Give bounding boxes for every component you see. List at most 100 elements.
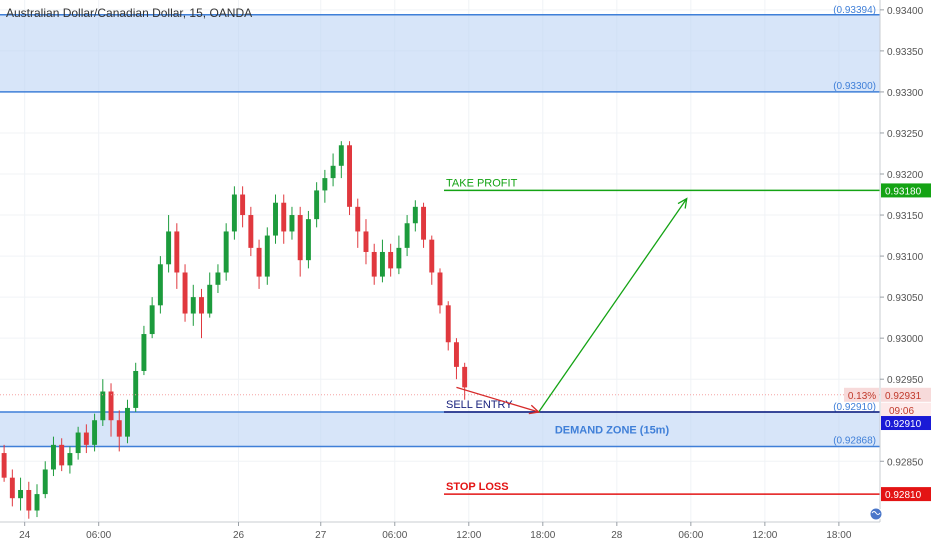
time-tick-label: 06:00 [86, 530, 111, 541]
candle-body[interactable] [26, 489, 32, 511]
candle-body[interactable] [453, 342, 459, 367]
candle-body[interactable] [141, 334, 147, 371]
time-tick-label: 18:00 [530, 530, 555, 541]
stop-loss-price-badge[interactable] [881, 487, 931, 502]
supply-zone-fill [0, 14, 880, 92]
price-tick-label: 0.93200 [887, 170, 924, 181]
stop-loss-label: STOP LOSS [446, 481, 509, 493]
candle-body[interactable] [67, 453, 73, 466]
price-tick-label: 0.93000 [887, 334, 924, 345]
candle-body[interactable] [289, 215, 295, 232]
time-tick-label: 12:00 [456, 530, 481, 541]
price-axis-panel [880, 0, 932, 550]
candle-body[interactable] [371, 251, 377, 277]
candle-body[interactable] [215, 272, 221, 285]
candle-body[interactable] [231, 194, 237, 232]
projection-down-line [456, 386, 539, 413]
candle-body[interactable] [305, 219, 311, 261]
sell-entry-price-badge[interactable] [881, 416, 931, 431]
candle-body[interactable] [264, 235, 270, 277]
chart-title: Australian Dollar/Canadian Dollar, 15, O… [6, 6, 253, 20]
sell-entry-price-badge-text: 0.92910 [885, 419, 922, 430]
candle-body[interactable] [338, 145, 344, 166]
candle-body[interactable] [462, 366, 468, 388]
countdown-badge [881, 402, 931, 417]
price-tick-label: 0.92950 [887, 375, 924, 386]
candle-body[interactable] [281, 202, 287, 232]
candle-body[interactable] [125, 407, 130, 437]
candle-body[interactable] [18, 489, 24, 499]
supply-zone-bottom-label: (0.93300) [833, 81, 876, 92]
candle-body[interactable] [273, 202, 278, 236]
candle-body[interactable] [75, 432, 81, 454]
candle-body[interactable] [445, 305, 451, 343]
candle-body[interactable] [174, 231, 180, 273]
time-tick-label: 18:00 [826, 530, 851, 541]
candle-body[interactable] [256, 247, 262, 277]
take-profit-label: TAKE PROFIT [446, 177, 518, 189]
candle-body[interactable] [240, 194, 246, 216]
candle-body[interactable] [379, 251, 385, 277]
candle-body[interactable] [355, 206, 361, 232]
candle-body[interactable] [396, 247, 402, 269]
candle-body[interactable] [182, 272, 188, 314]
candle-body[interactable] [363, 231, 369, 252]
candle-body[interactable] [207, 284, 213, 314]
candle-body[interactable] [100, 391, 106, 421]
candle-body[interactable] [248, 215, 254, 248]
sell-entry-label: SELL ENTRY [446, 399, 513, 411]
candle-body[interactable] [116, 420, 122, 437]
globe-icon[interactable] [869, 507, 883, 521]
candle-body[interactable] [314, 190, 320, 220]
price-tick-label: 0.92850 [887, 457, 924, 468]
time-tick-label: 06:00 [678, 530, 703, 541]
candle-body[interactable] [223, 231, 229, 273]
projection-down-arrowhead [528, 404, 541, 415]
trade-levels[interactable]: TAKE PROFIT STOP LOSS SELL ENTRY [0, 177, 880, 495]
candle-body[interactable] [34, 494, 40, 511]
candle-body[interactable] [1, 453, 7, 478]
candle-body[interactable] [50, 444, 56, 470]
candle-body[interactable] [108, 391, 114, 421]
candle-body[interactable] [149, 305, 155, 335]
time-tick-label: 26 [233, 530, 245, 541]
change-percent-text: 0.13% [848, 391, 876, 402]
projection-path [456, 197, 688, 415]
candle-body[interactable] [429, 239, 435, 273]
candle-body[interactable] [322, 178, 328, 191]
globe-icon-detail [871, 511, 881, 515]
candle-body[interactable] [421, 206, 427, 240]
candle-body[interactable] [190, 297, 196, 314]
candle-body[interactable] [83, 432, 89, 445]
demand-zone-label: DEMAND ZONE (15m) [555, 424, 670, 436]
candlestick-series[interactable] [1, 141, 468, 519]
take-profit-price-badge[interactable] [881, 183, 931, 198]
candle-body[interactable] [330, 165, 336, 179]
candle-body[interactable] [437, 272, 443, 306]
candle-body[interactable] [404, 223, 410, 248]
change-percent-badge [844, 387, 879, 402]
candle-body[interactable] [157, 264, 163, 306]
demand-zone-top-label: (0.92910) [833, 402, 876, 413]
candle-body[interactable] [42, 469, 48, 495]
candle-body[interactable] [133, 370, 139, 408]
candle-body[interactable] [59, 444, 65, 466]
stop-loss-price-badge-text: 0.92810 [885, 490, 922, 501]
demand-zone-bottom-label: (0.92868) [833, 435, 876, 446]
price-tick-label: 0.93350 [887, 47, 924, 58]
candle-body[interactable] [388, 251, 394, 269]
price-tick-label: 0.93400 [887, 6, 924, 17]
candle-body[interactable] [297, 215, 303, 261]
candle-body[interactable] [92, 420, 98, 445]
candle-body[interactable] [166, 231, 172, 265]
price-tick-label: 0.93100 [887, 252, 924, 263]
price-tick-label: 0.93050 [887, 293, 924, 304]
price-zones: (0.93394) (0.93300) (0.92910) (0.92868) DEMA… [0, 5, 880, 448]
candle-body[interactable] [9, 477, 15, 499]
candle-body[interactable] [347, 145, 352, 207]
candle-body[interactable] [412, 206, 418, 224]
candle-body[interactable] [199, 297, 204, 314]
current-price-badge[interactable] [881, 387, 931, 402]
